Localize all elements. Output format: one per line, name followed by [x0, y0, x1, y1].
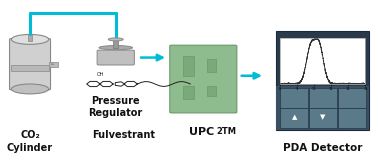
Bar — [276, 31, 369, 130]
Bar — [183, 86, 194, 99]
Bar — [113, 39, 118, 48]
Bar — [309, 88, 337, 108]
Bar — [280, 109, 308, 128]
Bar — [276, 86, 369, 130]
Bar — [309, 109, 337, 128]
Text: UPC: UPC — [189, 127, 214, 137]
FancyBboxPatch shape — [9, 39, 51, 90]
Bar — [49, 62, 58, 67]
Text: PDA Detector: PDA Detector — [283, 143, 362, 154]
Text: Fulvestrant: Fulvestrant — [92, 130, 155, 140]
Bar — [11, 65, 49, 71]
Bar — [280, 38, 366, 84]
Bar — [280, 88, 308, 108]
Text: CO₂
Cylinder: CO₂ Cylinder — [7, 130, 53, 153]
Ellipse shape — [11, 84, 49, 94]
Ellipse shape — [99, 46, 133, 50]
Ellipse shape — [108, 38, 123, 41]
Text: 2TM: 2TM — [216, 127, 236, 136]
Bar — [28, 34, 32, 41]
Bar — [207, 86, 216, 96]
Ellipse shape — [11, 34, 49, 44]
Bar — [207, 59, 216, 72]
Text: Pressure
Regulator: Pressure Regulator — [88, 96, 143, 118]
Bar — [183, 56, 194, 76]
Bar — [338, 88, 366, 108]
FancyBboxPatch shape — [170, 45, 237, 113]
Text: ▼: ▼ — [321, 115, 326, 121]
Text: OH: OH — [97, 72, 105, 77]
FancyBboxPatch shape — [97, 50, 134, 65]
Text: ▲: ▲ — [292, 115, 297, 121]
Bar — [338, 109, 366, 128]
